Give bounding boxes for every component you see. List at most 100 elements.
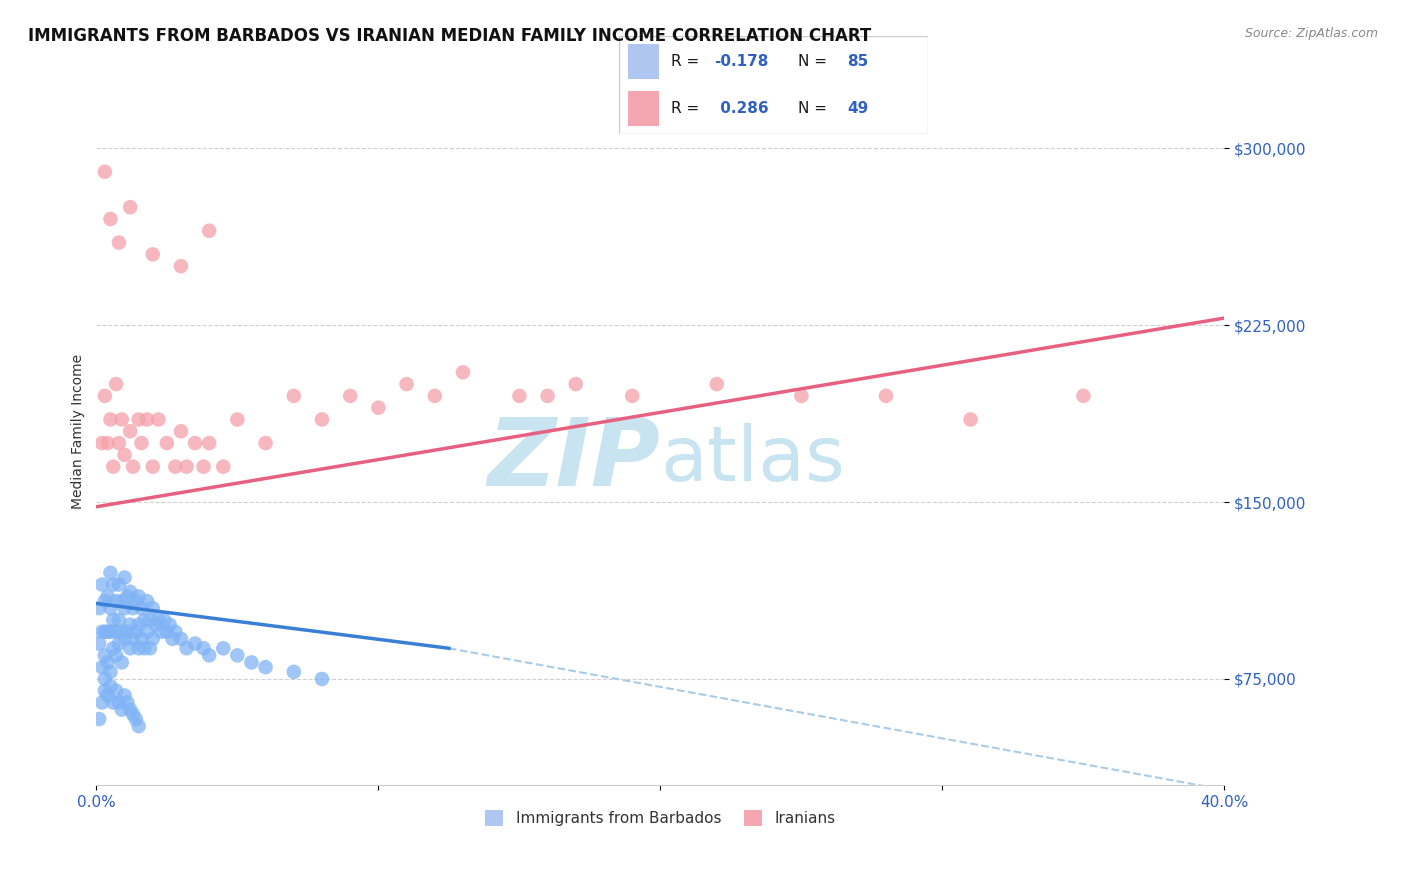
Point [176,459,198,474]
Text: -0.178: -0.178 [714,54,769,69]
Point [125,624,148,639]
Text: N =: N = [799,54,832,69]
Point [134,641,156,656]
Bar [628,44,659,78]
Point [621,389,644,403]
Point [254,660,277,674]
Point [125,594,148,608]
Point [176,641,198,656]
Point [94,648,117,663]
Point [131,632,153,646]
Point [136,412,159,426]
Point [150,624,173,639]
Point [120,584,142,599]
Point [91,577,114,591]
Point [706,377,728,392]
Point [103,613,125,627]
Point [89,601,111,615]
Point [94,683,117,698]
Point [100,624,122,639]
Point [91,660,114,674]
Point [91,624,114,639]
Point [212,459,235,474]
Point [367,401,389,415]
Text: IMMIGRANTS FROM BARBADOS VS IRANIAN MEDIAN FAMILY INCOME CORRELATION CHART: IMMIGRANTS FROM BARBADOS VS IRANIAN MEDI… [28,27,872,45]
Point [97,590,120,604]
Point [114,689,136,703]
Point [508,389,530,403]
Point [198,648,221,663]
Point [139,613,162,627]
Point [100,679,122,693]
Point [193,459,215,474]
Point [105,683,128,698]
Point [139,641,162,656]
Point [159,617,181,632]
Point [97,436,120,450]
Point [108,613,131,627]
Bar [628,91,659,126]
Point [184,636,207,650]
Point [142,459,165,474]
Point [108,235,131,250]
Point [536,389,558,403]
Point [111,656,134,670]
Point [125,712,148,726]
Point [100,211,122,226]
Point [103,577,125,591]
Point [108,636,131,650]
Point [790,389,813,403]
Point [142,247,165,261]
Point [100,665,122,679]
Point [111,594,134,608]
Point [198,436,221,450]
Text: R =: R = [671,54,704,69]
Point [120,424,142,438]
Text: 49: 49 [848,101,869,116]
Point [254,436,277,450]
Point [131,601,153,615]
Point [165,624,187,639]
Point [145,617,167,632]
Point [105,594,128,608]
Point [142,601,165,615]
Point [120,641,142,656]
Point [122,459,145,474]
Point [959,412,981,426]
Point [97,689,120,703]
Point [311,412,333,426]
Text: atlas: atlas [661,423,845,497]
Text: 0.286: 0.286 [714,101,768,116]
Point [193,641,215,656]
Point [148,613,170,627]
Point [128,641,150,656]
Point [198,224,221,238]
Point [240,656,263,670]
Point [91,436,114,450]
Y-axis label: Median Family Income: Median Family Income [72,354,86,508]
Point [128,590,150,604]
Point [122,707,145,722]
Point [131,436,153,450]
Point [165,459,187,474]
Point [226,412,249,426]
Point [117,696,139,710]
Point [170,424,193,438]
Point [212,641,235,656]
Text: Source: ZipAtlas.com: Source: ZipAtlas.com [1244,27,1378,40]
Point [111,412,134,426]
Text: 85: 85 [848,54,869,69]
Point [1073,389,1095,403]
Point [134,613,156,627]
Point [162,632,184,646]
Point [94,594,117,608]
Point [114,448,136,462]
Point [156,436,179,450]
Point [97,624,120,639]
Point [156,624,179,639]
Point [395,377,418,392]
Point [122,601,145,615]
Point [875,389,897,403]
Legend: Immigrants from Barbados, Iranians: Immigrants from Barbados, Iranians [478,803,844,834]
Point [100,601,122,615]
